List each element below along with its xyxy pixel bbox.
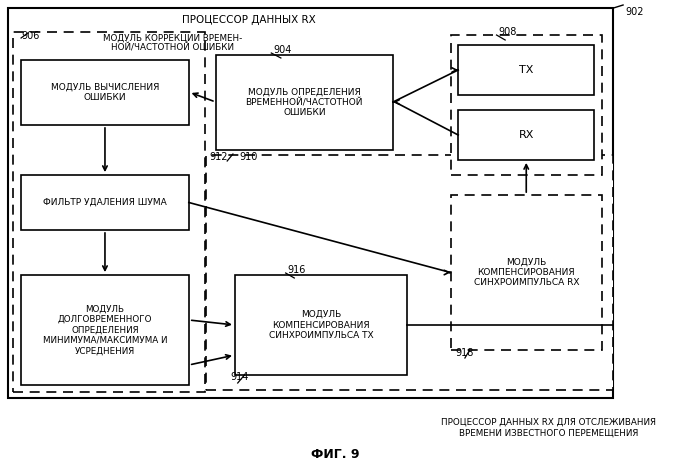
Text: 906: 906 bbox=[21, 31, 39, 41]
Bar bbox=[21, 60, 189, 125]
Bar bbox=[458, 110, 594, 160]
Text: ПРОЦЕССОР ДАННЫХ RX: ПРОЦЕССОР ДАННЫХ RX bbox=[183, 15, 316, 25]
Text: ПРОЦЕССОР ДАННЫХ RX ДЛЯ ОТСЛЕЖИВАНИЯ
ВРЕМЕНИ ИЗВЕСТНОГО ПЕРЕМЕЩЕНИЯ: ПРОЦЕССОР ДАННЫХ RX ДЛЯ ОТСЛЕЖИВАНИЯ ВРЕ… bbox=[441, 418, 656, 438]
Text: МОДУЛЬ
ДОЛГОВРЕМЕННОГО
ОПРЕДЕЛЕНИЯ
МИНИМУМА/МАКСИМУМА И
УСРЕДНЕНИЯ: МОДУЛЬ ДОЛГОВРЕМЕННОГО ОПРЕДЕЛЕНИЯ МИНИМ… bbox=[43, 304, 167, 355]
Text: TX: TX bbox=[519, 65, 533, 75]
Bar bbox=[13, 32, 205, 392]
Text: МОДУЛЬ
КОМПЕНСИРОВАНИЯ
СИНХРОИМПУЛЬСА RX: МОДУЛЬ КОМПЕНСИРОВАНИЯ СИНХРОИМПУЛЬСА RX bbox=[473, 258, 579, 287]
Bar bbox=[8, 8, 613, 398]
Bar bbox=[21, 175, 189, 230]
Bar bbox=[21, 275, 189, 385]
Bar bbox=[451, 35, 602, 175]
Text: 918: 918 bbox=[455, 348, 474, 358]
Text: МОДУЛЬ ОПРЕДЕЛЕНИЯ
ВРЕМЕННОЙ/ЧАСТОТНОЙ
ОШИБКИ: МОДУЛЬ ОПРЕДЕЛЕНИЯ ВРЕМЕННОЙ/ЧАСТОТНОЙ О… bbox=[246, 88, 363, 117]
Text: МОДУЛЬ
КОМПЕНСИРОВАНИЯ
СИНХРОИМПУЛЬСА TX: МОДУЛЬ КОМПЕНСИРОВАНИЯ СИНХРОИМПУЛЬСА TX bbox=[269, 310, 373, 340]
Text: МОДУЛЬ ВЫЧИСЛЕНИЯ
ОШИБКИ: МОДУЛЬ ВЫЧИСЛЕНИЯ ОШИБКИ bbox=[51, 83, 159, 102]
Bar bbox=[234, 275, 407, 375]
Text: МОДУЛЬ КОРРЕКЦИИ ВРЕМЕН-
НОЙ/ЧАСТОТНОЙ ОШИБКИ: МОДУЛЬ КОРРЕКЦИИ ВРЕМЕН- НОЙ/ЧАСТОТНОЙ О… bbox=[103, 33, 242, 53]
Text: 916: 916 bbox=[288, 265, 306, 275]
Text: ФИГ. 9: ФИГ. 9 bbox=[312, 448, 360, 461]
Text: RX: RX bbox=[519, 130, 534, 140]
Bar bbox=[451, 195, 602, 350]
Text: 902: 902 bbox=[625, 7, 643, 17]
Text: 914: 914 bbox=[230, 372, 248, 382]
Text: 904: 904 bbox=[273, 45, 292, 55]
Bar bbox=[458, 45, 594, 95]
Bar bbox=[206, 155, 613, 390]
Text: 912: 912 bbox=[209, 152, 228, 162]
Text: ФИЛЬТР УДАЛЕНИЯ ШУМА: ФИЛЬТР УДАЛЕНИЯ ШУМА bbox=[43, 198, 167, 207]
Bar bbox=[216, 55, 393, 150]
Text: 908: 908 bbox=[498, 27, 517, 37]
Text: 910: 910 bbox=[239, 152, 258, 162]
